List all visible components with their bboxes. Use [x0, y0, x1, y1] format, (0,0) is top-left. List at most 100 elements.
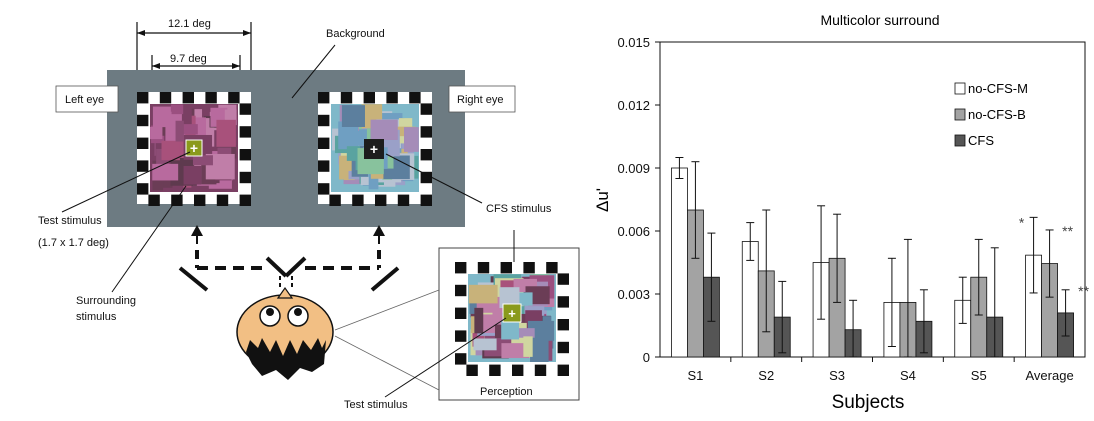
hair-tuft: [276, 286, 294, 299]
checker-cell: [182, 92, 194, 104]
checker-cell: [329, 194, 341, 206]
x-tick-label: Average: [1025, 368, 1073, 383]
left-eye-label: Left eye: [65, 94, 104, 106]
checker-cell: [455, 284, 467, 297]
background-label: Background: [326, 28, 385, 40]
color-patch: [474, 307, 484, 334]
color-patch: [170, 104, 184, 115]
checker-cell: [420, 103, 432, 115]
legend-entry: no-CFS-B: [968, 107, 1026, 122]
color-patch: [468, 284, 498, 304]
checker-cell: [137, 183, 149, 195]
left-eye-stimulus: +: [137, 92, 251, 206]
checker-cell: [239, 126, 251, 138]
checker-cell: [318, 183, 330, 195]
checker-cell: [375, 194, 387, 206]
fixation-cross-perceived: +: [508, 306, 516, 321]
surrounding-pointer: [111, 185, 187, 293]
bars: [671, 167, 1074, 358]
perception-label: Perception: [480, 386, 533, 398]
color-patch: [499, 287, 520, 309]
checker-cell: [455, 262, 467, 274]
error-bars: [675, 157, 1070, 358]
checker-cell: [512, 364, 524, 376]
checker-cell: [557, 296, 569, 308]
perception-patches: [468, 274, 556, 362]
checker-cell: [137, 137, 149, 149]
beard: [246, 338, 326, 380]
checker-cell: [159, 92, 172, 104]
x-tick-label: S4: [900, 368, 916, 383]
significance-mark: **: [1078, 283, 1089, 299]
surrounding-label-line2: stimulus: [76, 311, 117, 323]
x-tick-label: S3: [829, 368, 845, 383]
bar-chart: Multicolor surround 0 0.003 0.006 0.009 0.01…: [593, 12, 1090, 413]
test-patch-perceived: [502, 303, 522, 323]
right-eye-label: Right eye: [457, 94, 503, 106]
schematic: 12.1 deg 9.7 deg Background Left eye Rig…: [38, 18, 580, 411]
checker-cell: [137, 92, 149, 104]
checker-cell: [318, 160, 330, 172]
checker-cell: [239, 149, 251, 161]
x-tick-label: S1: [687, 368, 703, 383]
checker-cell: [171, 194, 183, 206]
dim-inner-label: 9.7 deg: [170, 53, 207, 65]
observer-face: [236, 286, 334, 380]
checker-cell: [557, 364, 569, 376]
left-eye-box: [55, 85, 119, 113]
test-stimulus-pointer: [61, 151, 191, 213]
surrounding-label-line1: Surrounding: [76, 295, 136, 307]
x-tick-label: S5: [971, 368, 987, 383]
checker-cell: [523, 262, 535, 274]
color-patch: [192, 155, 213, 166]
cfs-pointer: [385, 153, 483, 204]
fixation-cross-left: +: [190, 140, 198, 156]
color-patch: [473, 338, 497, 351]
color-patch: [338, 121, 359, 150]
checker-cell: [318, 137, 330, 149]
y-axis-ticks: 0 0.003 0.006 0.009 0.012 0.015: [617, 35, 660, 365]
checker-cell: [386, 92, 398, 104]
test-stimulus-bottom-pointer: [384, 317, 507, 398]
color-patch: [183, 165, 202, 185]
checker-cell: [194, 194, 206, 206]
chart-title: Multicolor surround: [820, 12, 939, 28]
cfs-stimulus-label: CFS stimulus: [486, 203, 552, 215]
significance-mark: *: [1019, 214, 1025, 230]
color-patch: [523, 336, 533, 357]
eye-arrows: [191, 225, 385, 244]
x-axis-ticks: S1 S2 S3 S4 S5 Average: [687, 357, 1074, 383]
checker-cell: [420, 194, 432, 206]
checker-cell: [205, 92, 217, 104]
color-patch: [381, 113, 403, 125]
checker-cell: [363, 92, 375, 104]
checker-cell: [557, 341, 569, 354]
perception-callout-top: [334, 289, 440, 331]
checker-cell: [239, 103, 251, 115]
checker-cell: [557, 319, 569, 331]
checker-cell: [352, 194, 364, 206]
bar-no-CFS-M-S1: [671, 167, 688, 358]
checker-cell: [455, 307, 467, 319]
checker-cell: [239, 194, 251, 206]
dimension-arrowheads: [137, 30, 251, 69]
y-tick-label: 0.015: [617, 35, 650, 50]
legend-entry: CFS: [968, 133, 994, 148]
test-stimulus-label: Test stimulus: [38, 215, 102, 227]
checker-cell: [409, 92, 421, 104]
x-axis-label: Subjects: [832, 392, 905, 413]
y-axis-label: Δu': [593, 188, 612, 212]
right-eye-stimulus: +: [318, 92, 432, 206]
color-patch: [500, 280, 526, 290]
color-patch: [180, 124, 198, 135]
color-patch: [472, 329, 485, 347]
checker-cell: [500, 262, 512, 274]
fixation-center-right: [364, 139, 384, 159]
y-tick-label: 0.006: [617, 224, 650, 239]
color-patch: [216, 119, 236, 147]
checker-cell: [397, 194, 410, 206]
checker-cell: [477, 262, 490, 274]
background-pointer: [291, 44, 336, 99]
